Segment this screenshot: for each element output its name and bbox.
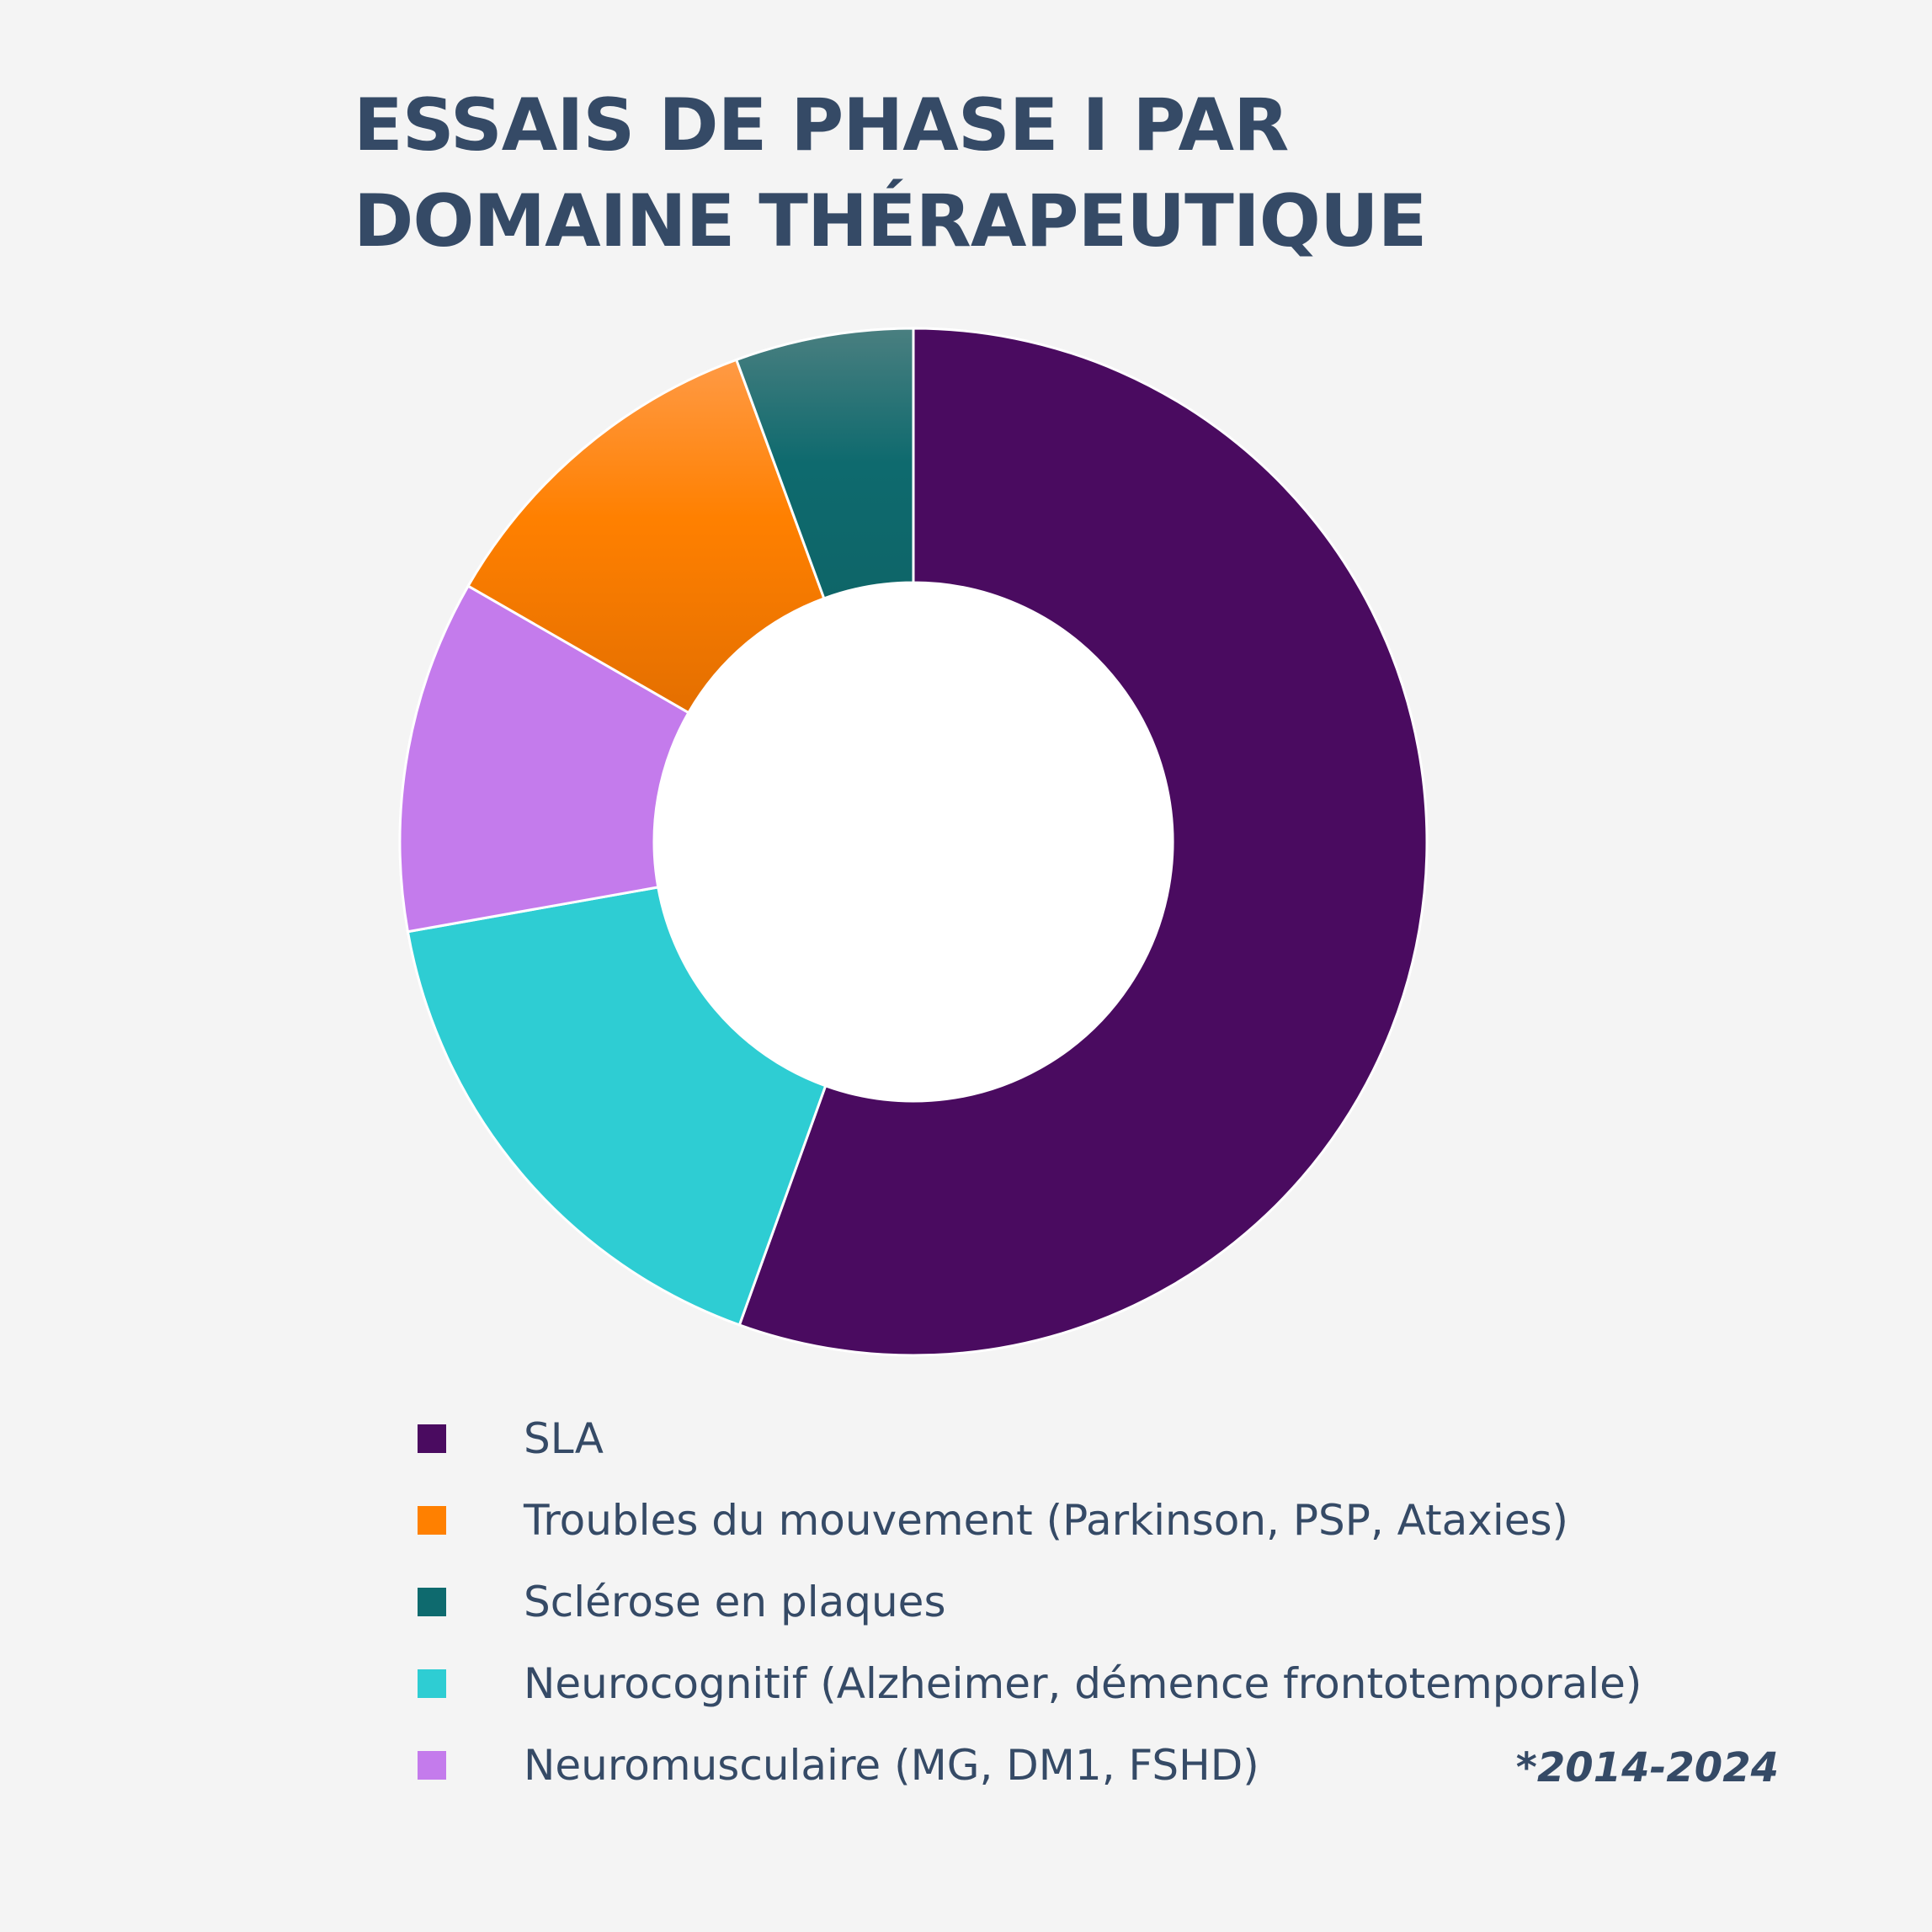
- legend-label-sla: SLA: [524, 1413, 604, 1463]
- slice-neurocognitif: [406, 886, 828, 1327]
- legend-swatch-troubles-du-mouvement: [418, 1505, 446, 1535]
- legend-swatch-neuromusculaire: [418, 1750, 446, 1780]
- slice-troubles-du-mouvement: [466, 358, 826, 715]
- legend-swatch-neurocognitif: [418, 1669, 446, 1698]
- legend-item-neuromusculaire: Neuromusculaire (MG, DM1, FSHD): [418, 1724, 1807, 1806]
- legend: SLA Troubles du mouvement (Parkinson, PS…: [418, 1397, 1807, 1806]
- legend-item-neurocognitif: Neurocognitif (Alzheimer, démence fronto…: [418, 1642, 1807, 1724]
- date-range-note: *2014-2024: [1515, 1744, 1779, 1791]
- legend-label-troubles-du-mouvement: Troubles du mouvement (Parkinson, PSP, A…: [524, 1495, 1569, 1545]
- donut-hole: [655, 583, 1172, 1100]
- legend-label-neuromusculaire: Neuromusculaire (MG, DM1, FSHD): [524, 1740, 1259, 1790]
- chart-title-line-1: ESSAIS DE PHASE I PAR: [354, 83, 1289, 168]
- legend-label-sclerose-en-plaques: Sclérose en plaques: [524, 1577, 946, 1626]
- chart-title: ESSAIS DE PHASE I PAR DOMAINE THÉRAPEUTI…: [354, 77, 1616, 269]
- legend-item-sclerose-en-plaques: Sclérose en plaques: [418, 1561, 1807, 1642]
- donut-chart: [398, 327, 1429, 1357]
- chart-title-line-2: DOMAINE THÉRAPEUTIQUE: [354, 179, 1427, 263]
- legend-label-neurocognitif: Neurocognitif (Alzheimer, démence fronto…: [524, 1658, 1642, 1708]
- slice-sla: [737, 327, 1429, 1357]
- slice-sclerose-en-plaques: [734, 327, 915, 600]
- legend-swatch-sclerose-en-plaques: [418, 1587, 446, 1616]
- legend-swatch-sla: [418, 1424, 446, 1453]
- donut-slices: [398, 327, 1429, 1357]
- legend-item-sla: SLA: [418, 1397, 1807, 1479]
- legend-item-troubles-du-mouvement: Troubles du mouvement (Parkinson, PSP, A…: [418, 1479, 1807, 1561]
